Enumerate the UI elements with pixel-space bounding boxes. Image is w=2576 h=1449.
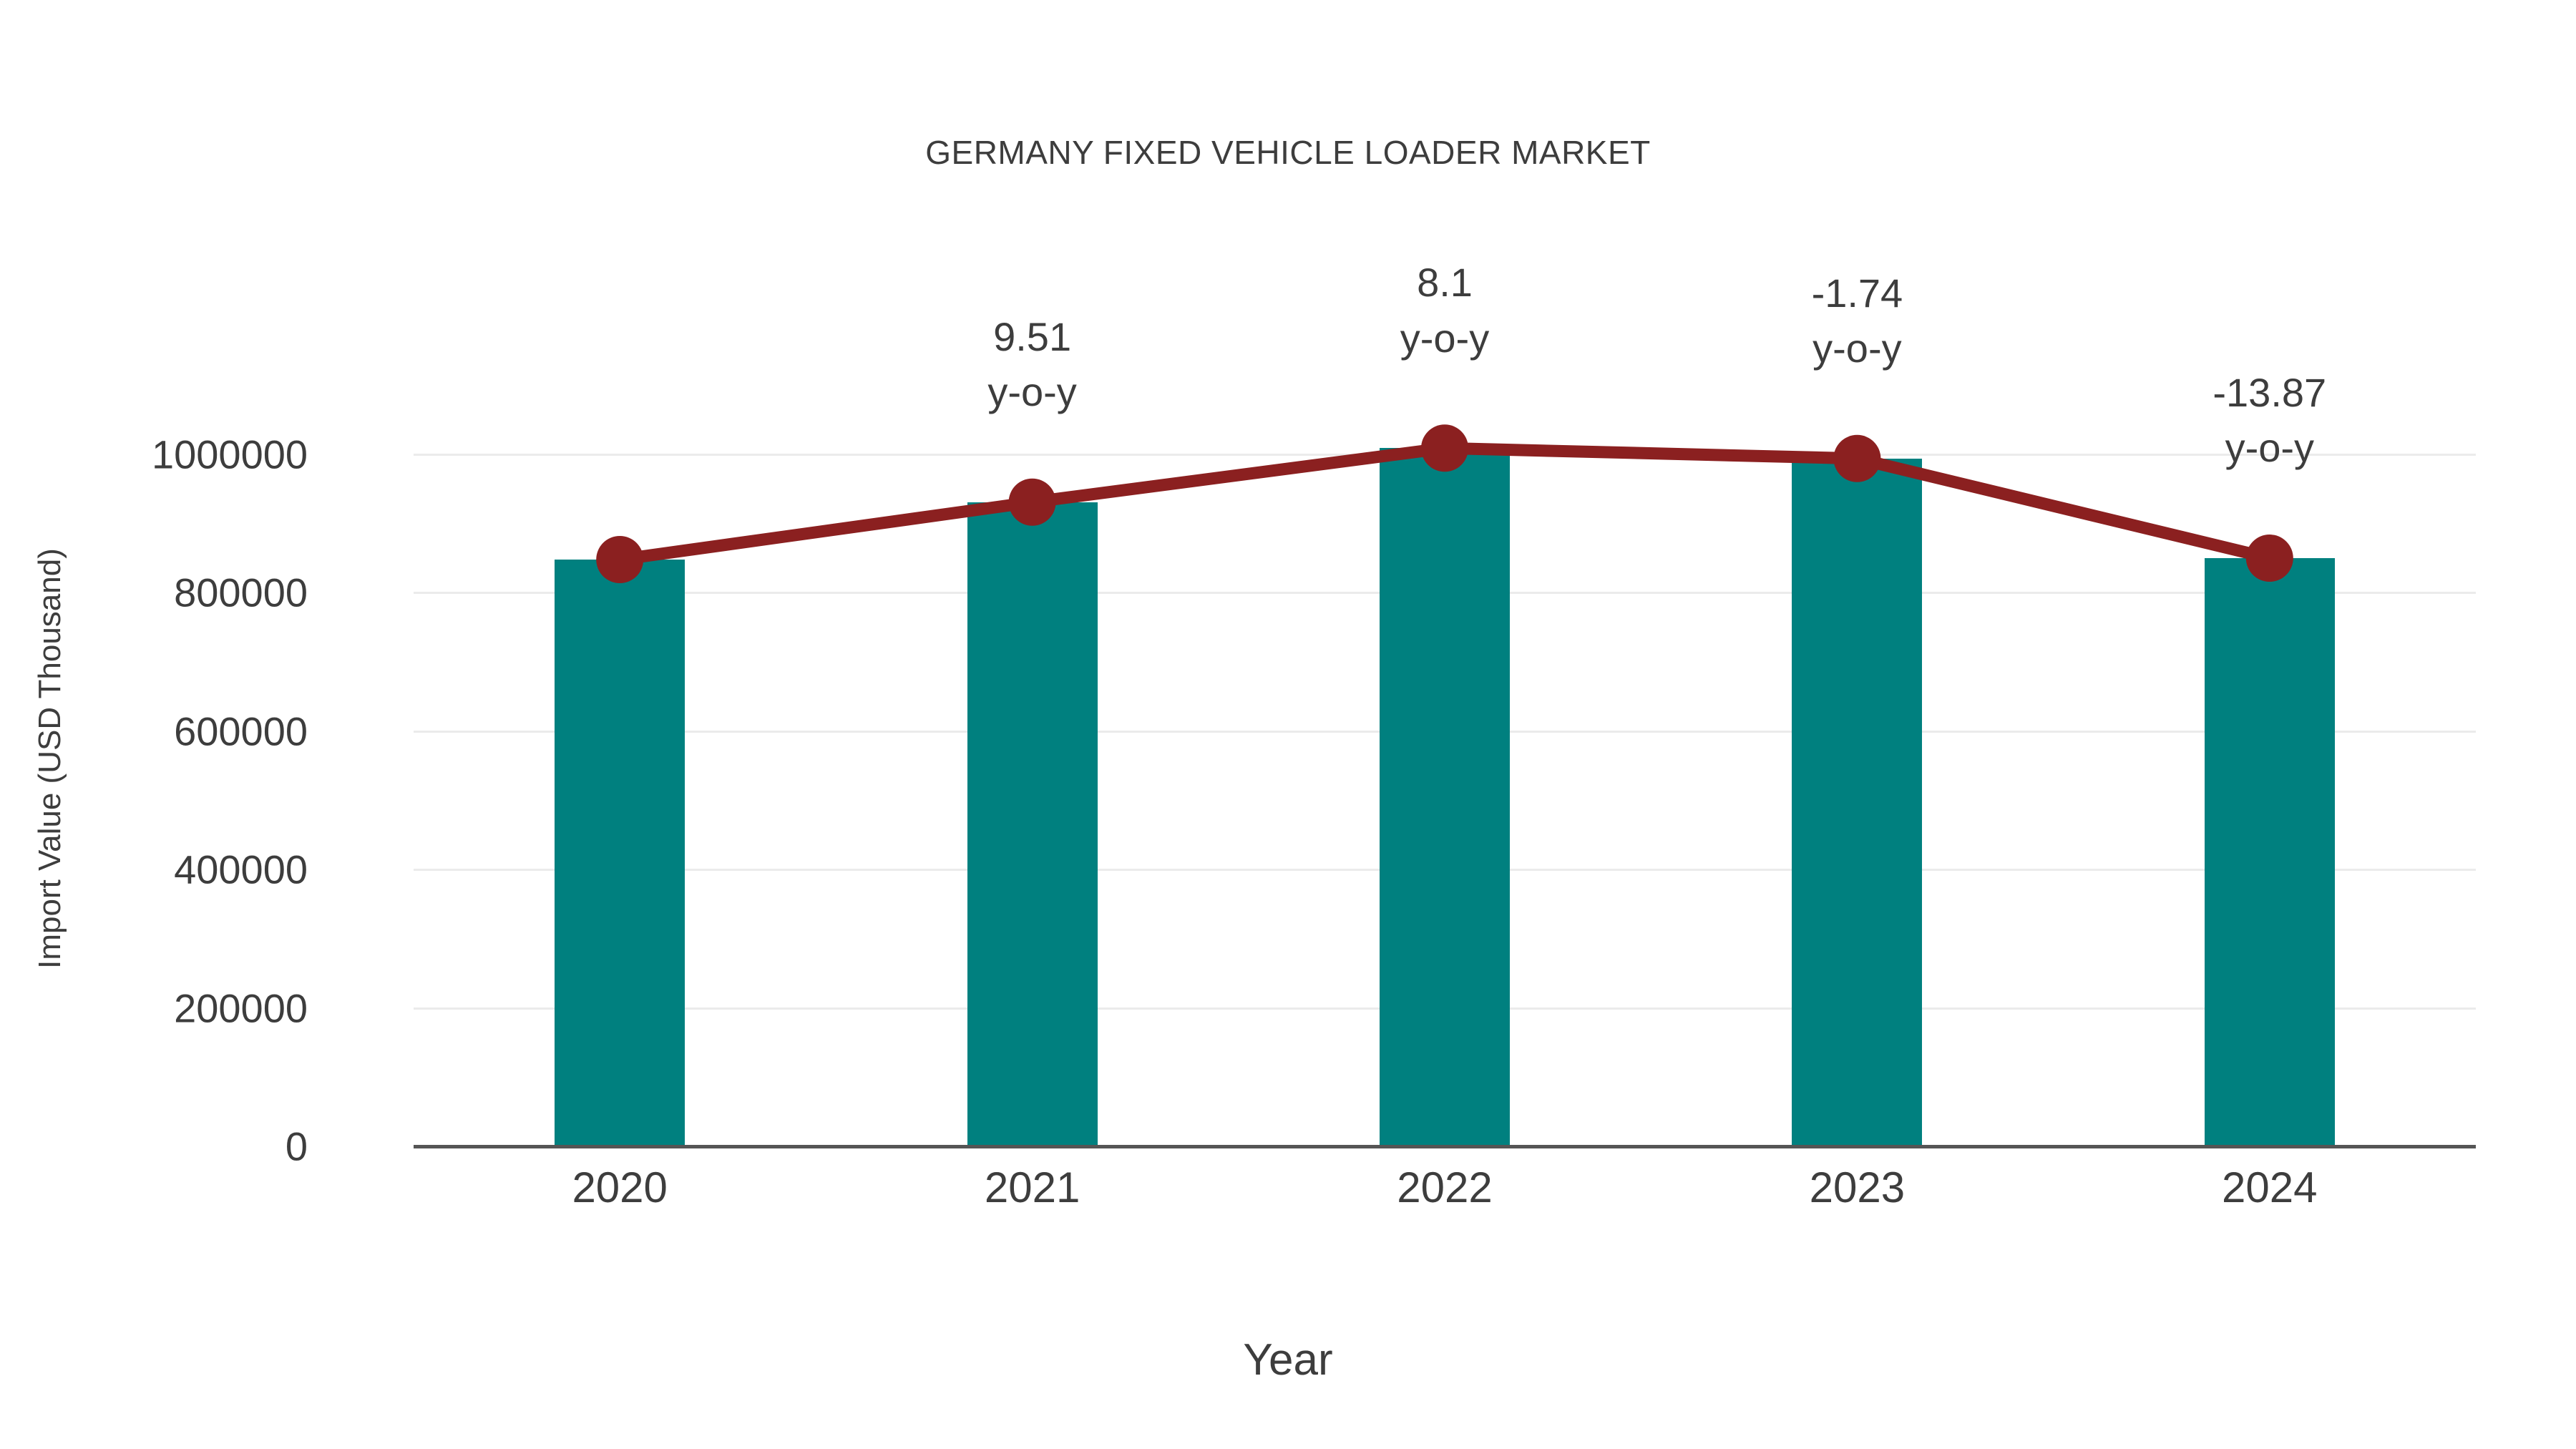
bar[interactable]	[967, 502, 1098, 1146]
bar[interactable]	[1792, 458, 1923, 1146]
yoy-suffix: y-o-y	[987, 369, 1077, 414]
plot-area	[414, 401, 2476, 1146]
bar[interactable]	[2204, 558, 2335, 1146]
x-axis-label: Year	[1243, 1335, 1333, 1385]
yoy-suffix: y-o-y	[2225, 425, 2315, 471]
yoy-annotation: -13.87 y-o-y	[2105, 365, 2434, 476]
y-tick-label: 1000000	[151, 431, 308, 477]
x-tick-label: 2024	[2222, 1163, 2318, 1211]
chart-title: GERMANY FIXED VEHICLE LOADER MARKET	[925, 134, 1651, 171]
yoy-value: 9.51	[993, 313, 1072, 359]
bar[interactable]	[555, 559, 686, 1146]
yoy-suffix: y-o-y	[1813, 326, 1902, 371]
y-tick-label: 200000	[174, 985, 308, 1031]
x-axis-line	[414, 1145, 2476, 1148]
x-tick-label: 2023	[1809, 1163, 1906, 1211]
y-tick-label: 800000	[174, 570, 308, 615]
yoy-value: -13.87	[2212, 370, 2327, 416]
x-tick-label: 2020	[572, 1163, 668, 1211]
x-tick-label: 2022	[1397, 1163, 1493, 1211]
x-tick-label: 2021	[984, 1163, 1080, 1211]
yoy-value: -1.74	[1811, 270, 1903, 316]
yoy-suffix: y-o-y	[1400, 315, 1490, 361]
bar[interactable]	[1380, 448, 1510, 1146]
yoy-annotation: -1.74 y-o-y	[1692, 265, 2021, 376]
y-tick-label: 400000	[174, 847, 308, 892]
yoy-annotation: 8.1 y-o-y	[1280, 255, 1609, 366]
y-tick-label: 0	[285, 1123, 308, 1169]
yoy-value: 8.1	[1417, 260, 1473, 306]
yoy-annotation: 9.51 y-o-y	[868, 309, 1197, 420]
y-tick-label: 600000	[174, 708, 308, 754]
